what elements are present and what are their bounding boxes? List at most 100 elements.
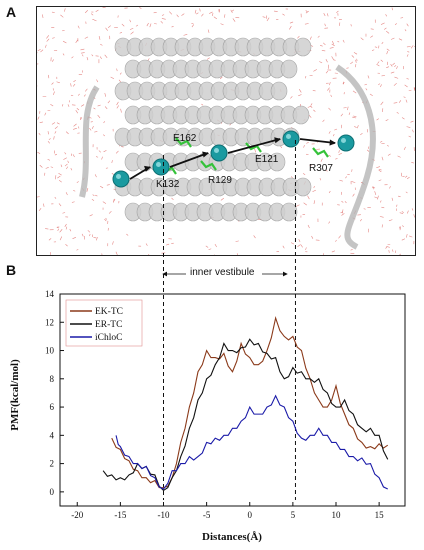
ion-arrow: [299, 138, 336, 144]
water-molecule: [381, 41, 384, 45]
water-molecule: [50, 166, 54, 168]
ion-path-arrows: [129, 137, 336, 180]
water-molecule: [120, 108, 122, 113]
water-molecule: [81, 233, 84, 237]
water-molecule: [148, 254, 150, 255]
residue-label-k132: K132: [156, 179, 180, 190]
water-molecule: [299, 89, 302, 93]
water-molecule: [337, 40, 340, 43]
water-molecule: [52, 59, 54, 62]
water-molecule: [305, 10, 308, 13]
helix-segment: [114, 37, 312, 57]
x-tick-label: 0: [248, 510, 253, 520]
water-molecule: [340, 211, 344, 214]
water-molecule: [342, 82, 345, 85]
water-molecule: [62, 104, 64, 107]
water-molecule: [379, 216, 384, 218]
water-molecule: [313, 69, 318, 72]
water-molecule: [230, 9, 233, 14]
water-molecule: [406, 176, 410, 180]
water-molecule: [401, 211, 404, 214]
water-molecule: [196, 12, 199, 15]
water-molecule: [391, 197, 394, 201]
water-molecule: [378, 168, 382, 171]
water-molecule: [300, 244, 303, 248]
water-molecule: [72, 83, 76, 87]
x-tick-label: -20: [71, 510, 83, 520]
helix-segment: [114, 81, 288, 101]
water-molecule: [397, 195, 401, 198]
water-molecule: [341, 209, 344, 214]
water-molecule: [377, 61, 380, 64]
water-molecule: [297, 244, 301, 247]
water-molecule: [289, 25, 292, 30]
residue-label-e121: E121: [255, 154, 279, 165]
water-molecule: [392, 249, 394, 252]
legend-label-ichloc: iChloC: [95, 333, 122, 343]
water-molecule: [325, 59, 328, 63]
water-molecule: [376, 166, 381, 169]
helix-turn: [280, 59, 298, 79]
water-molecule: [86, 187, 89, 192]
water-molecule: [212, 12, 214, 16]
water-molecule: [391, 7, 393, 11]
water-molecule: [73, 189, 76, 192]
water-molecule: [183, 34, 188, 36]
water-molecule: [406, 234, 408, 238]
water-molecule: [310, 105, 313, 108]
water-molecule: [67, 104, 70, 107]
water-molecule: [52, 37, 55, 39]
water-molecule: [282, 245, 285, 249]
water-molecule: [106, 184, 110, 186]
water-molecule: [406, 78, 409, 80]
water-molecule: [385, 119, 389, 121]
water-molecule: [332, 134, 335, 137]
water-molecule: [199, 8, 201, 12]
water-molecule: [385, 14, 387, 17]
water-molecule: [386, 48, 390, 51]
water-molecule: [360, 133, 363, 136]
water-molecule: [102, 134, 105, 137]
residue-label-r129: R129: [208, 175, 232, 186]
water-molecule: [39, 164, 43, 168]
water-molecule: [87, 230, 91, 233]
water-molecule: [54, 153, 58, 156]
water-molecule: [54, 196, 57, 199]
water-molecule: [42, 14, 44, 19]
residue-label-e162: E162: [173, 133, 197, 144]
water-molecule: [306, 142, 309, 144]
water-molecule: [232, 18, 236, 22]
water-molecule: [79, 117, 83, 120]
water-molecule: [380, 22, 385, 25]
water-molecule: [99, 185, 104, 189]
y-tick-label: 8: [50, 374, 55, 384]
water-molecule: [129, 19, 132, 23]
water-molecule: [325, 70, 329, 74]
water-molecule: [194, 9, 197, 14]
water-molecule: [353, 115, 357, 118]
water-molecule: [58, 180, 62, 183]
water-molecule: [54, 126, 58, 129]
residue-sidechain: [312, 147, 329, 158]
water-molecule: [105, 27, 108, 31]
water-molecule: [104, 106, 108, 110]
water-molecule: [235, 240, 239, 242]
helix-turn: [280, 202, 298, 222]
water-molecule: [380, 84, 382, 88]
water-molecule: [115, 150, 119, 154]
water-molecule: [95, 9, 99, 12]
legend-label-er-tc: ER-TC: [95, 320, 122, 330]
water-molecule: [93, 107, 96, 110]
water-molecule: [390, 71, 395, 74]
water-molecule: [364, 83, 368, 86]
water-molecule: [139, 7, 142, 9]
water-molecule: [341, 213, 345, 216]
water-molecule: [329, 82, 331, 86]
water-molecule: [407, 51, 410, 53]
helix-turn: [292, 105, 310, 125]
water-molecule: [101, 156, 103, 160]
water-molecule: [381, 156, 384, 161]
water-molecule: [394, 65, 397, 68]
water-molecule: [385, 246, 388, 249]
